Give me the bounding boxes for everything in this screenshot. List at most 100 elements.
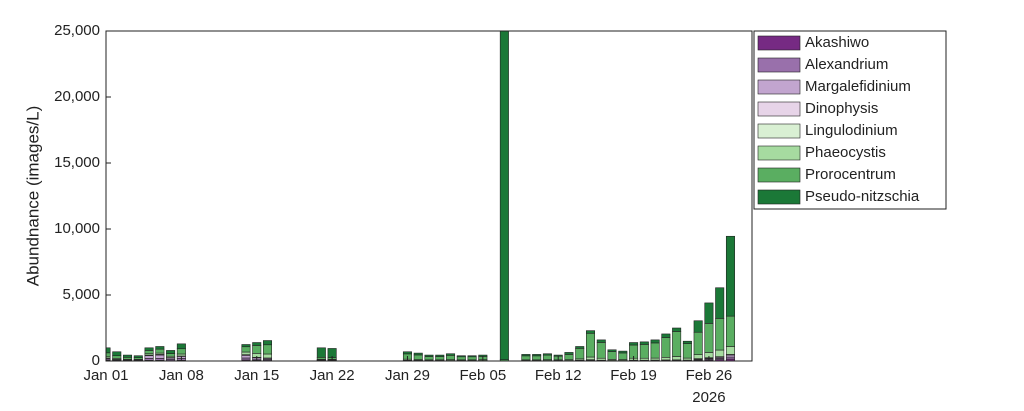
bar-segment — [424, 356, 434, 361]
plot-frame — [105, 30, 753, 362]
bar-segment — [446, 355, 456, 360]
bar-segment — [166, 353, 176, 357]
x-tick-label: Jan 29 — [385, 367, 430, 384]
bar-segment — [144, 350, 154, 355]
bar-segment — [241, 344, 251, 348]
bar-segment — [586, 356, 595, 360]
legend-swatch — [757, 101, 801, 117]
y-axis-label: Abundnance (images/L) — [23, 106, 42, 287]
x-tick-label: Feb 05 — [459, 367, 506, 384]
bar-segment — [521, 355, 531, 361]
bar-segment — [693, 320, 703, 333]
bar-segment — [607, 351, 617, 360]
x-tick-label: Feb 19 — [610, 367, 657, 384]
legend-swatch — [757, 123, 801, 139]
bar-segment — [639, 344, 649, 359]
bar-layer — [106, 31, 735, 361]
y-tick-label: 25,000 — [54, 22, 100, 39]
bar-segment — [176, 348, 186, 355]
y-tick-label: 5,000 — [62, 286, 100, 303]
bar-segment — [424, 354, 434, 357]
legend-swatch — [757, 35, 801, 51]
bar-segment — [155, 348, 165, 354]
bar-segment — [661, 337, 671, 358]
legend-label: Dinophysis — [805, 100, 878, 117]
bar-segment — [435, 356, 445, 361]
bar-segment — [553, 354, 563, 357]
bar-segment — [112, 351, 122, 357]
bar-segment — [725, 235, 735, 317]
bar-segment — [467, 356, 477, 361]
legend-swatch — [757, 189, 801, 205]
bar-segment — [650, 339, 660, 344]
bar-segment — [682, 340, 692, 344]
bar-segment — [402, 351, 412, 355]
legend-label: Akashiwo — [805, 34, 869, 51]
bar-segment — [618, 350, 628, 354]
bar-segment — [241, 346, 251, 353]
bar-segment — [596, 342, 606, 359]
legend-label: Margalefidinium — [805, 78, 911, 95]
bar-segment — [725, 346, 735, 355]
bar-segment — [166, 350, 176, 354]
bar-segment — [446, 353, 456, 356]
bar-segment — [682, 343, 692, 359]
bar-segment — [672, 356, 682, 361]
bar-segment — [241, 355, 251, 359]
bar-segment — [693, 354, 703, 359]
y-tick-label: 20,000 — [54, 88, 100, 105]
bar-segment — [456, 355, 466, 358]
x-tick-label: Jan 08 — [159, 367, 204, 384]
bar-segment — [413, 352, 423, 356]
legend-swatch — [757, 167, 801, 183]
legend-label: Prorocentrum — [805, 166, 896, 183]
bar-segment — [532, 355, 542, 361]
bar-segment — [564, 352, 574, 355]
bar-segment — [575, 348, 585, 360]
x-tick-label: Jan 22 — [310, 367, 355, 384]
bar-segment — [542, 354, 552, 360]
bar-segment — [704, 323, 714, 353]
bar-segment — [467, 355, 477, 358]
bar-segment — [704, 302, 714, 324]
bar-segment — [176, 343, 186, 350]
bar-segment — [263, 353, 272, 359]
bar-segment — [650, 342, 660, 359]
bar-segment — [725, 315, 735, 347]
bar-segment — [144, 347, 154, 351]
y-tick-label: 10,000 — [54, 220, 100, 237]
bar-segment — [715, 318, 725, 351]
bar-segment — [715, 349, 725, 357]
y-tick-label: 0 — [92, 352, 100, 369]
bar-segment — [144, 355, 154, 359]
bar-segment — [532, 354, 542, 357]
x-year-label: 2026 — [692, 389, 725, 406]
bar-segment — [629, 342, 639, 346]
bar-segment — [316, 347, 326, 358]
legend-label: Phaeocystis — [805, 144, 886, 161]
x-tick-label: Feb 26 — [686, 367, 733, 384]
bar-segment — [252, 345, 262, 354]
x-tick-label: Jan 15 — [234, 367, 279, 384]
bar-segment — [155, 346, 165, 350]
bar-segment — [435, 354, 445, 357]
bar-segment — [661, 357, 671, 361]
bar-segment — [639, 341, 649, 345]
bar-segment — [715, 287, 725, 319]
x-tick-label: Feb 12 — [535, 367, 582, 384]
bar-segment — [521, 354, 531, 357]
bar-segment — [586, 332, 595, 358]
bar-segment — [263, 340, 272, 346]
bar-segment — [661, 333, 671, 338]
bar-segment — [112, 355, 122, 359]
bar-segment — [241, 351, 251, 355]
bar-segment — [155, 354, 165, 359]
bar-segment — [596, 339, 606, 343]
bar-segment — [672, 327, 682, 332]
bar-segment — [542, 353, 552, 356]
bar-segment — [575, 346, 585, 349]
bar-segment — [693, 331, 703, 355]
bar-segment — [133, 355, 143, 359]
bar-segment — [618, 352, 628, 360]
